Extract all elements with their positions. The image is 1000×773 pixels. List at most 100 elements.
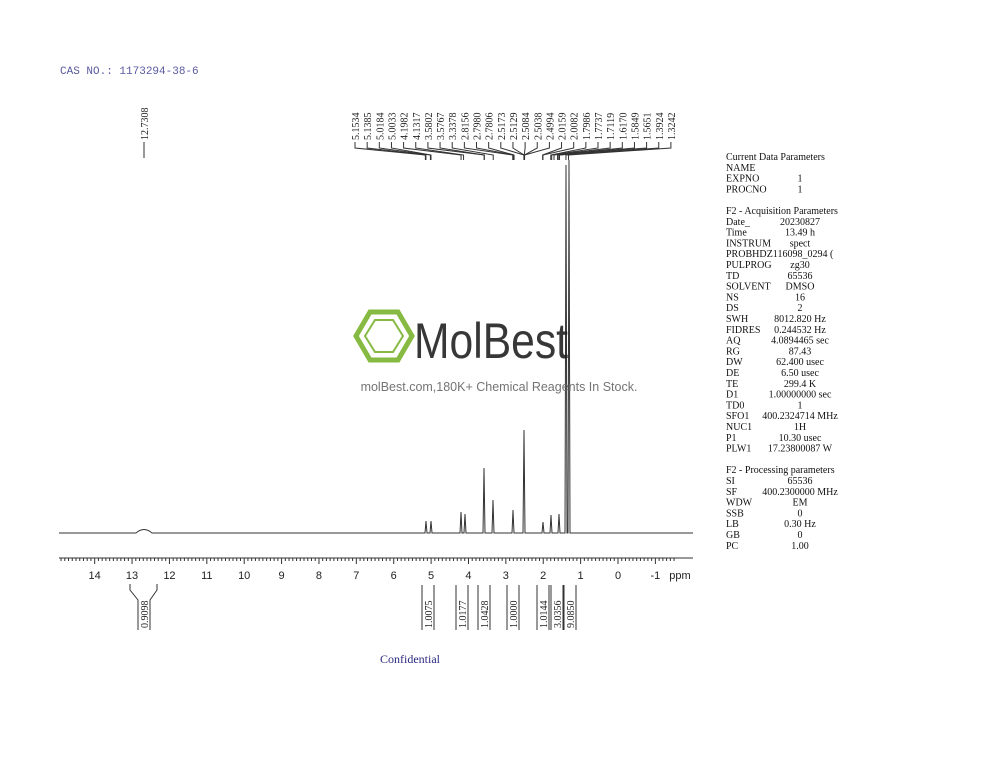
x-tick-label: 0: [615, 570, 621, 582]
param-value: 13.49 h: [785, 228, 815, 239]
param-name: SI: [726, 476, 735, 487]
param-value: 1H: [794, 422, 806, 433]
param-value: 20230827: [780, 217, 820, 228]
peak-label: 1.6170: [618, 113, 629, 141]
param-name: NUC1: [726, 422, 752, 433]
peak-label: 4.1982: [400, 113, 411, 141]
param-name: TD0: [726, 400, 744, 411]
peak-label: 2.5038: [533, 113, 544, 141]
brand: MolBest: [414, 313, 568, 369]
peak-label: 2.8156: [460, 113, 471, 141]
param-name: NS: [726, 292, 739, 303]
x-tick-label: 10: [238, 570, 250, 582]
peak-label: 5.1385: [363, 113, 374, 141]
peak-connector: [553, 142, 611, 160]
param-value: 8012.820 Hz: [774, 314, 826, 325]
peak-connector: [512, 142, 525, 160]
peak-label: 5.1534: [351, 113, 362, 141]
x-tick-label: 4: [465, 570, 471, 582]
peak-connector: [524, 142, 550, 160]
peak-connector: [558, 142, 635, 160]
integral-bracket: [129, 584, 158, 630]
param-value: 10.30 usec: [779, 433, 822, 444]
peak-connector: [550, 142, 587, 160]
peak-connector: [476, 142, 514, 160]
peak-label: 1.7119: [606, 113, 617, 140]
param-value: zg30: [790, 260, 809, 271]
x-tick-label: 5: [428, 570, 434, 582]
param-name: PROCNO: [726, 184, 767, 195]
peak-connector: [523, 142, 538, 160]
peak-connector: [463, 142, 514, 160]
param-value: 4.0894465 sec: [771, 336, 829, 347]
param-name: PC: [726, 541, 739, 552]
peak-label: 1.5849: [630, 113, 641, 141]
param-name: DW: [726, 357, 743, 368]
peak-label: 1.5651: [643, 113, 654, 141]
peak-label: 3.5802: [424, 113, 435, 141]
peak-connector: [565, 142, 660, 160]
peak-connector: [415, 142, 465, 160]
peak-connector: [558, 142, 648, 160]
param-value: 1.00: [791, 541, 809, 552]
param-name: Date_: [726, 217, 751, 228]
spectrum-trace: [59, 159, 693, 534]
peak-label: 2.7980: [473, 113, 484, 141]
integral-bracket: [477, 585, 491, 630]
param-value: 299.4 K: [784, 379, 817, 390]
peak-label: 3.3378: [448, 113, 459, 141]
param-value: spect: [790, 238, 811, 249]
peak-label: 5.0033: [387, 113, 398, 141]
footer: Confidential: [380, 652, 441, 666]
param-name: TE: [726, 379, 738, 390]
param-value: 0.30 Hz: [784, 519, 816, 530]
param-name: FIDRES: [726, 325, 760, 336]
param-name: PLW1: [726, 444, 751, 455]
param-name: INSTRUM: [726, 238, 771, 249]
param-value: 2: [798, 303, 803, 314]
cas-number: CAS NO.: 1173294-38-6: [60, 66, 199, 78]
x-tick-label: 12: [163, 570, 175, 582]
peak-connector: [451, 142, 494, 160]
param-name: SWH: [726, 314, 748, 325]
axis-unit: ppm: [669, 570, 690, 582]
peak-connector: [403, 142, 462, 160]
param-value: 1.00000000 sec: [769, 390, 832, 401]
integral-bracket: [421, 585, 435, 630]
param-value: 62.400 usec: [776, 357, 824, 368]
peak-label: 12.7308: [140, 108, 151, 141]
param-value: 65536: [788, 476, 813, 487]
peak-label: 2.4994: [545, 113, 556, 141]
x-tick-label: 2: [540, 570, 546, 582]
param-value: 0: [798, 530, 803, 541]
peak-connector: [378, 142, 431, 160]
peak-label: 2.7806: [485, 113, 496, 141]
param-name: P1: [726, 433, 737, 444]
param-name: AQ: [726, 336, 741, 347]
integral-value: 1.0000: [509, 601, 520, 629]
param-name: DE: [726, 368, 739, 379]
integral-value: 1.0075: [424, 601, 435, 629]
peak-label: 2.5084: [521, 113, 532, 141]
peak-label: 5.0184: [375, 113, 386, 141]
param-name: WDW: [726, 498, 753, 509]
param-value: 1: [798, 174, 803, 185]
x-tick-label: 9: [279, 570, 285, 582]
peak-label: 1.3924: [655, 113, 666, 141]
param-title: F2 - Acquisition Parameters: [726, 206, 838, 217]
param-value: Z116098_0294 (: [767, 249, 834, 260]
param-value: 1: [798, 184, 803, 195]
x-tick-label: -1: [650, 570, 660, 582]
peak-connector: [366, 142, 427, 160]
param-value: 17.23800087 W: [768, 444, 833, 455]
peak-label: 4.1317: [412, 113, 423, 141]
param-value: 0: [798, 508, 803, 519]
peak-label: 1.3242: [667, 113, 678, 141]
peak-connector: [354, 142, 426, 160]
param-name: DS: [726, 303, 739, 314]
peak-connector: [551, 142, 599, 160]
param-name: Time: [726, 228, 747, 239]
param-name: SSB: [726, 508, 744, 519]
integral-value: 3.0356: [553, 601, 564, 629]
x-tick-label: 8: [316, 570, 322, 582]
